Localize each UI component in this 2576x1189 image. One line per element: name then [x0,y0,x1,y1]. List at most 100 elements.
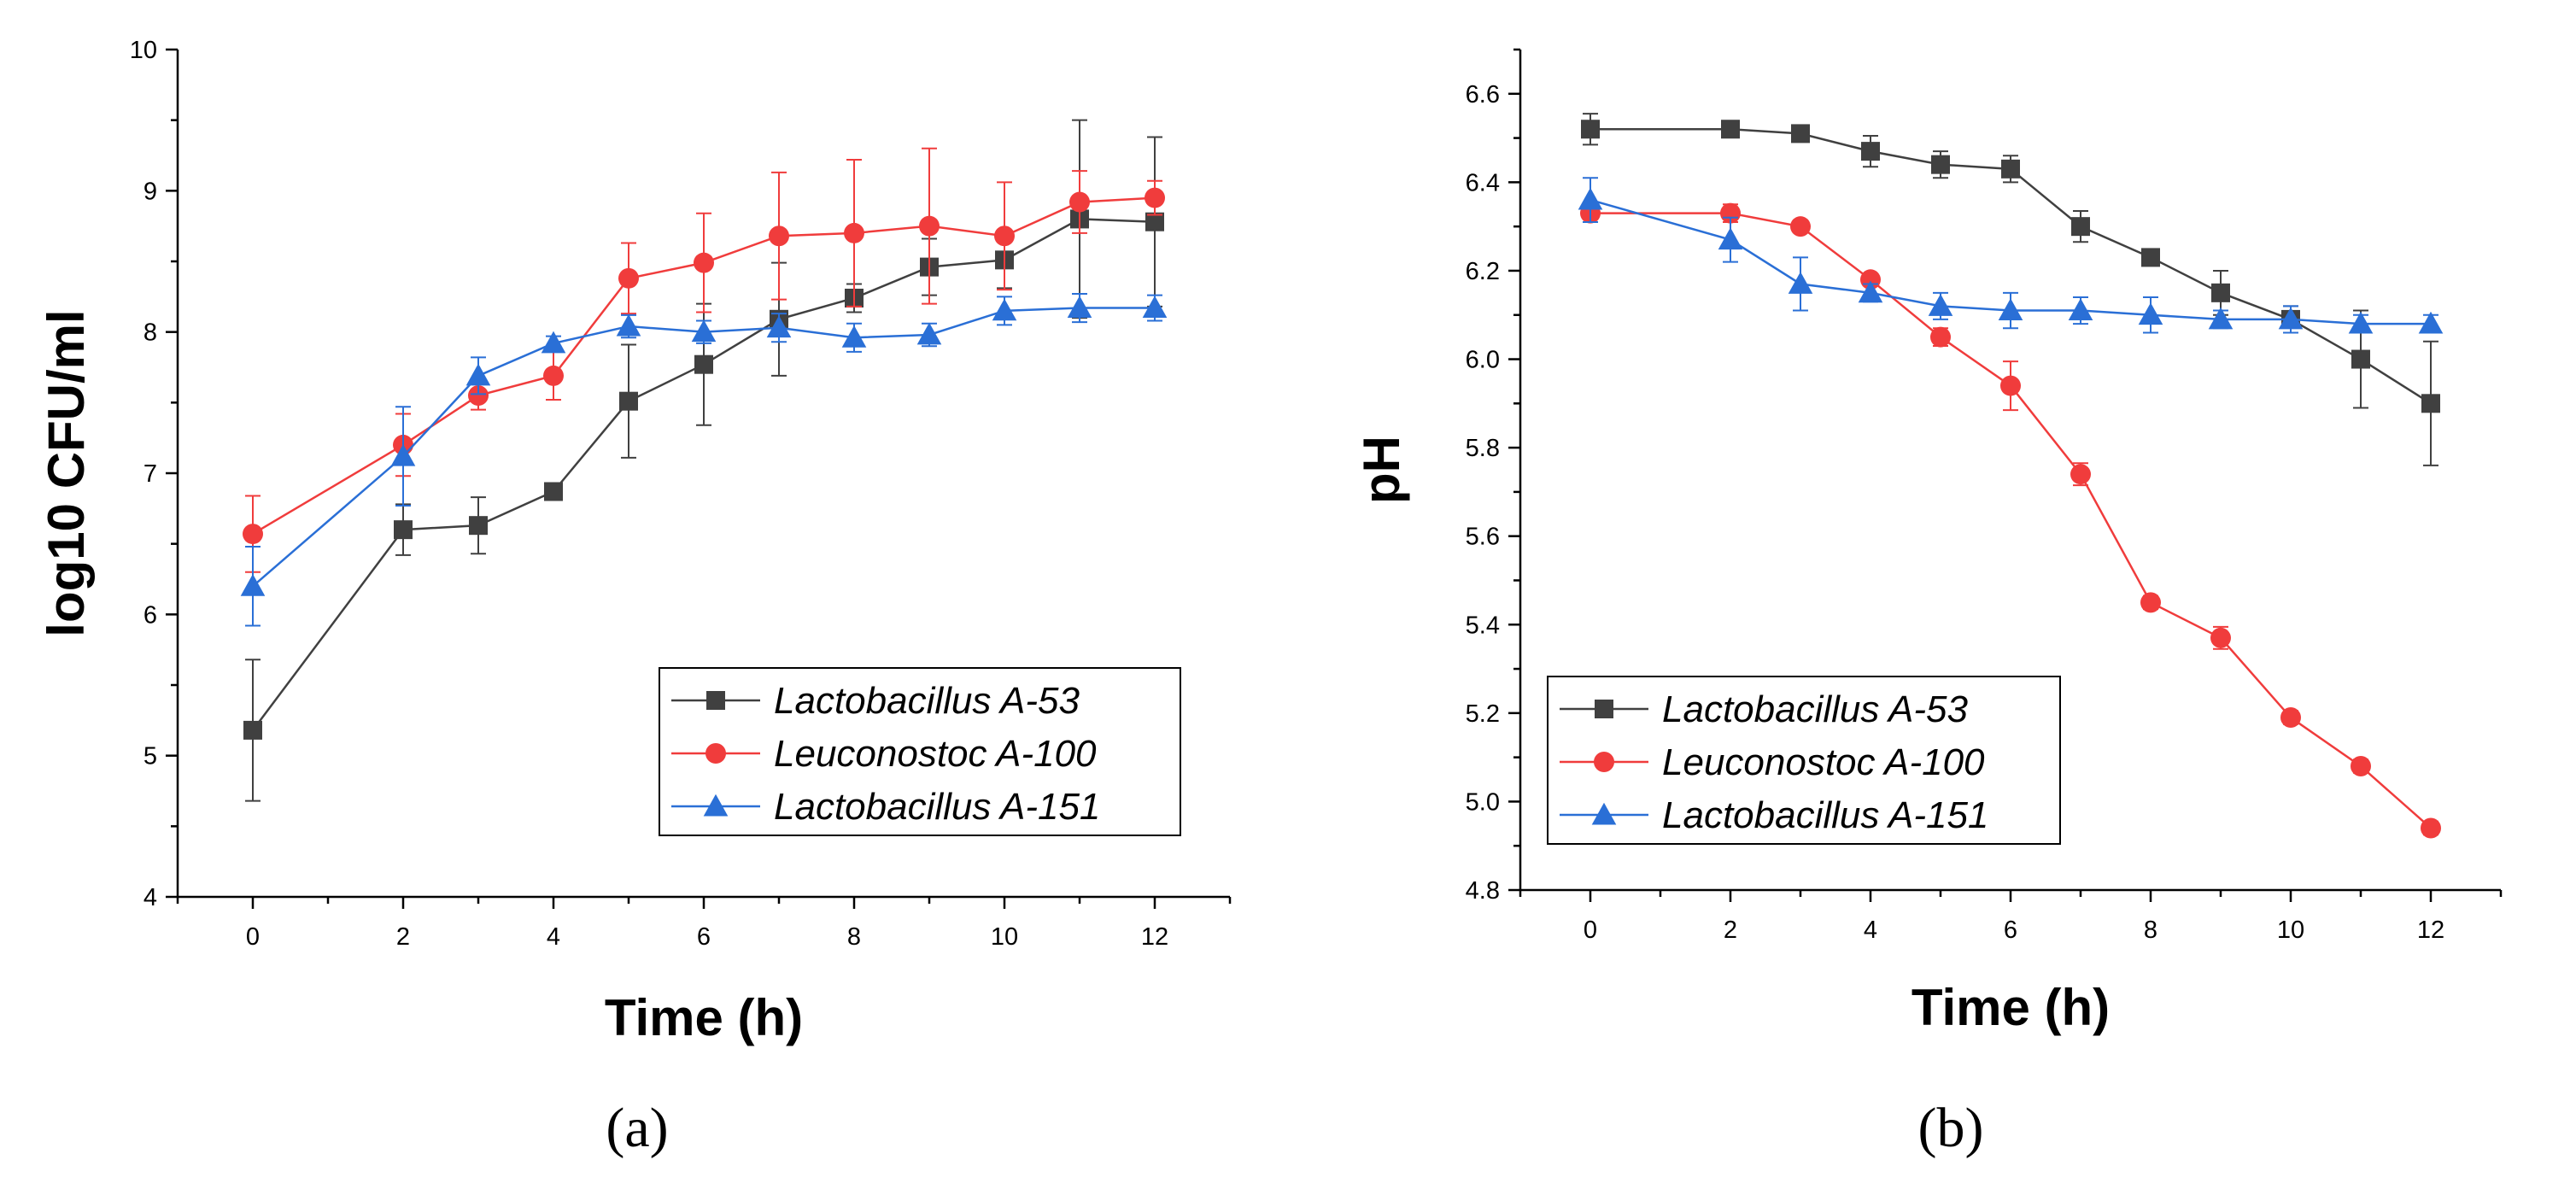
legend-label: Leuconostoc A-100 [774,733,1097,775]
x-tick-label: 6 [697,923,711,951]
x-tick-label: 2 [396,923,410,951]
y-tick-label: 5 [143,743,157,770]
y-tick-label: 9 [143,178,157,205]
data-point [1069,191,1090,213]
series-line [1590,127,2432,405]
data-point [2278,307,2304,330]
x-tick-label: 10 [991,923,1018,951]
x-axis-title: Time (h) [605,989,803,1046]
data-point [2421,817,2441,839]
data-point [1578,187,1603,210]
data-point [390,443,416,466]
data-point [618,267,639,289]
series-lactobacillus-a-151 [240,293,1168,627]
data-point [1858,280,1883,303]
data-point [992,298,1017,321]
data-point [468,385,489,407]
data-point [2140,592,2161,613]
data-point [1142,296,1168,318]
data-point [1861,142,1880,161]
data-point [2141,248,2160,267]
data-point [1790,216,1811,237]
data-point [844,222,864,243]
data-point [2138,302,2163,325]
y-tick-label: 4 [143,884,157,911]
y-tick-label: 4.8 [1466,877,1500,905]
series-leuconostoc-a-100 [243,147,1165,573]
y-tick-label: 10 [130,37,157,64]
legend-label: Leuconostoc A-100 [1662,741,1985,783]
series-line [252,307,1155,588]
data-point [694,252,714,273]
data-point [2280,707,2301,729]
series-line [1590,198,2431,325]
x-tick-label: 0 [246,923,260,951]
legend: Lactobacillus A-53 Leuconostoc A-100 Lacto… [1547,676,2061,845]
data-point [243,720,262,740]
data-point [616,313,641,337]
legend: Lactobacillus A-53 Leuconostoc A-100 Lacto… [659,667,1181,836]
data-point [2211,283,2230,302]
x-tick-label: 8 [2144,917,2157,944]
data-point [394,520,413,540]
legend-marker [705,743,726,764]
data-point [243,524,263,545]
data-point [543,365,564,386]
data-point [916,322,942,345]
series-line [251,218,1156,731]
legend-label: Lactobacillus A-151 [774,786,1100,828]
data-point [240,573,266,596]
y-tick-label: 6.2 [1466,258,1500,285]
series-line [252,196,1156,536]
data-point [1928,294,1953,316]
x-tick-label: 4 [547,923,560,951]
data-point [1145,187,1165,208]
data-point [2351,349,2370,369]
data-point [2071,217,2090,237]
series-lactobacillus-a-53 [243,119,1164,802]
y-tick-label: 7 [143,460,157,488]
legend-box [659,667,1181,836]
y-tick-label: 5.2 [1466,700,1500,728]
y-tick-label: 5.6 [1466,524,1500,551]
y-tick-label: 5.8 [1466,435,1500,462]
legend-marker [1595,700,1613,718]
x-tick-label: 4 [1864,917,1877,944]
data-point [691,319,717,343]
data-point [465,363,491,386]
data-point [2351,755,2371,776]
data-point [1930,326,1951,348]
x-tick-label: 8 [847,923,861,951]
data-point [1931,155,1950,174]
chart-panel-a: 0 2 4 6 8 10 12 4 5 6 7 8 9 10 Time (h) log10 CFU/ml (a)… [38,37,1232,1159]
data-point [994,226,1015,247]
data-point [469,516,488,536]
legend-label: Lactobacillus A-53 [774,680,1080,722]
legend-marker [1594,752,1614,772]
y-tick-label: 6.6 [1466,81,1500,108]
data-point [2001,159,2020,179]
data-point [766,315,792,338]
x-tick-label: 2 [1724,917,1737,944]
x-tick-label: 12 [1141,923,1168,951]
data-point [2208,307,2234,330]
panel-label: (a) [606,1097,668,1159]
chart-panel-b: 0 2 4 6 8 10 12 4.8 5.0 5.2 5.4 5.6 5.8 6.0 6.2 6.4 6.6 T… [1353,48,2503,1159]
x-axis-title: Time (h) [1912,979,2110,1036]
data-point [2000,375,2021,396]
y-axis-title: log10 CFU/ml [38,309,95,636]
data-point [544,482,563,501]
data-point [2070,464,2091,485]
series-lactobacillus-a-151 [1578,177,2444,334]
y-tick-label: 5.0 [1466,788,1500,816]
legend-marker [706,691,725,710]
x-tick-label: 6 [2004,917,2017,944]
data-point [841,325,867,348]
x-tick-label: 10 [2277,917,2304,944]
data-point [694,354,713,374]
x-tick-label: 0 [1584,917,1597,944]
data-point [2068,298,2093,320]
data-point [2210,627,2231,648]
legend-label: Lactobacillus A-53 [1662,688,1968,730]
legend-label: Lactobacillus A-151 [1662,794,1988,836]
